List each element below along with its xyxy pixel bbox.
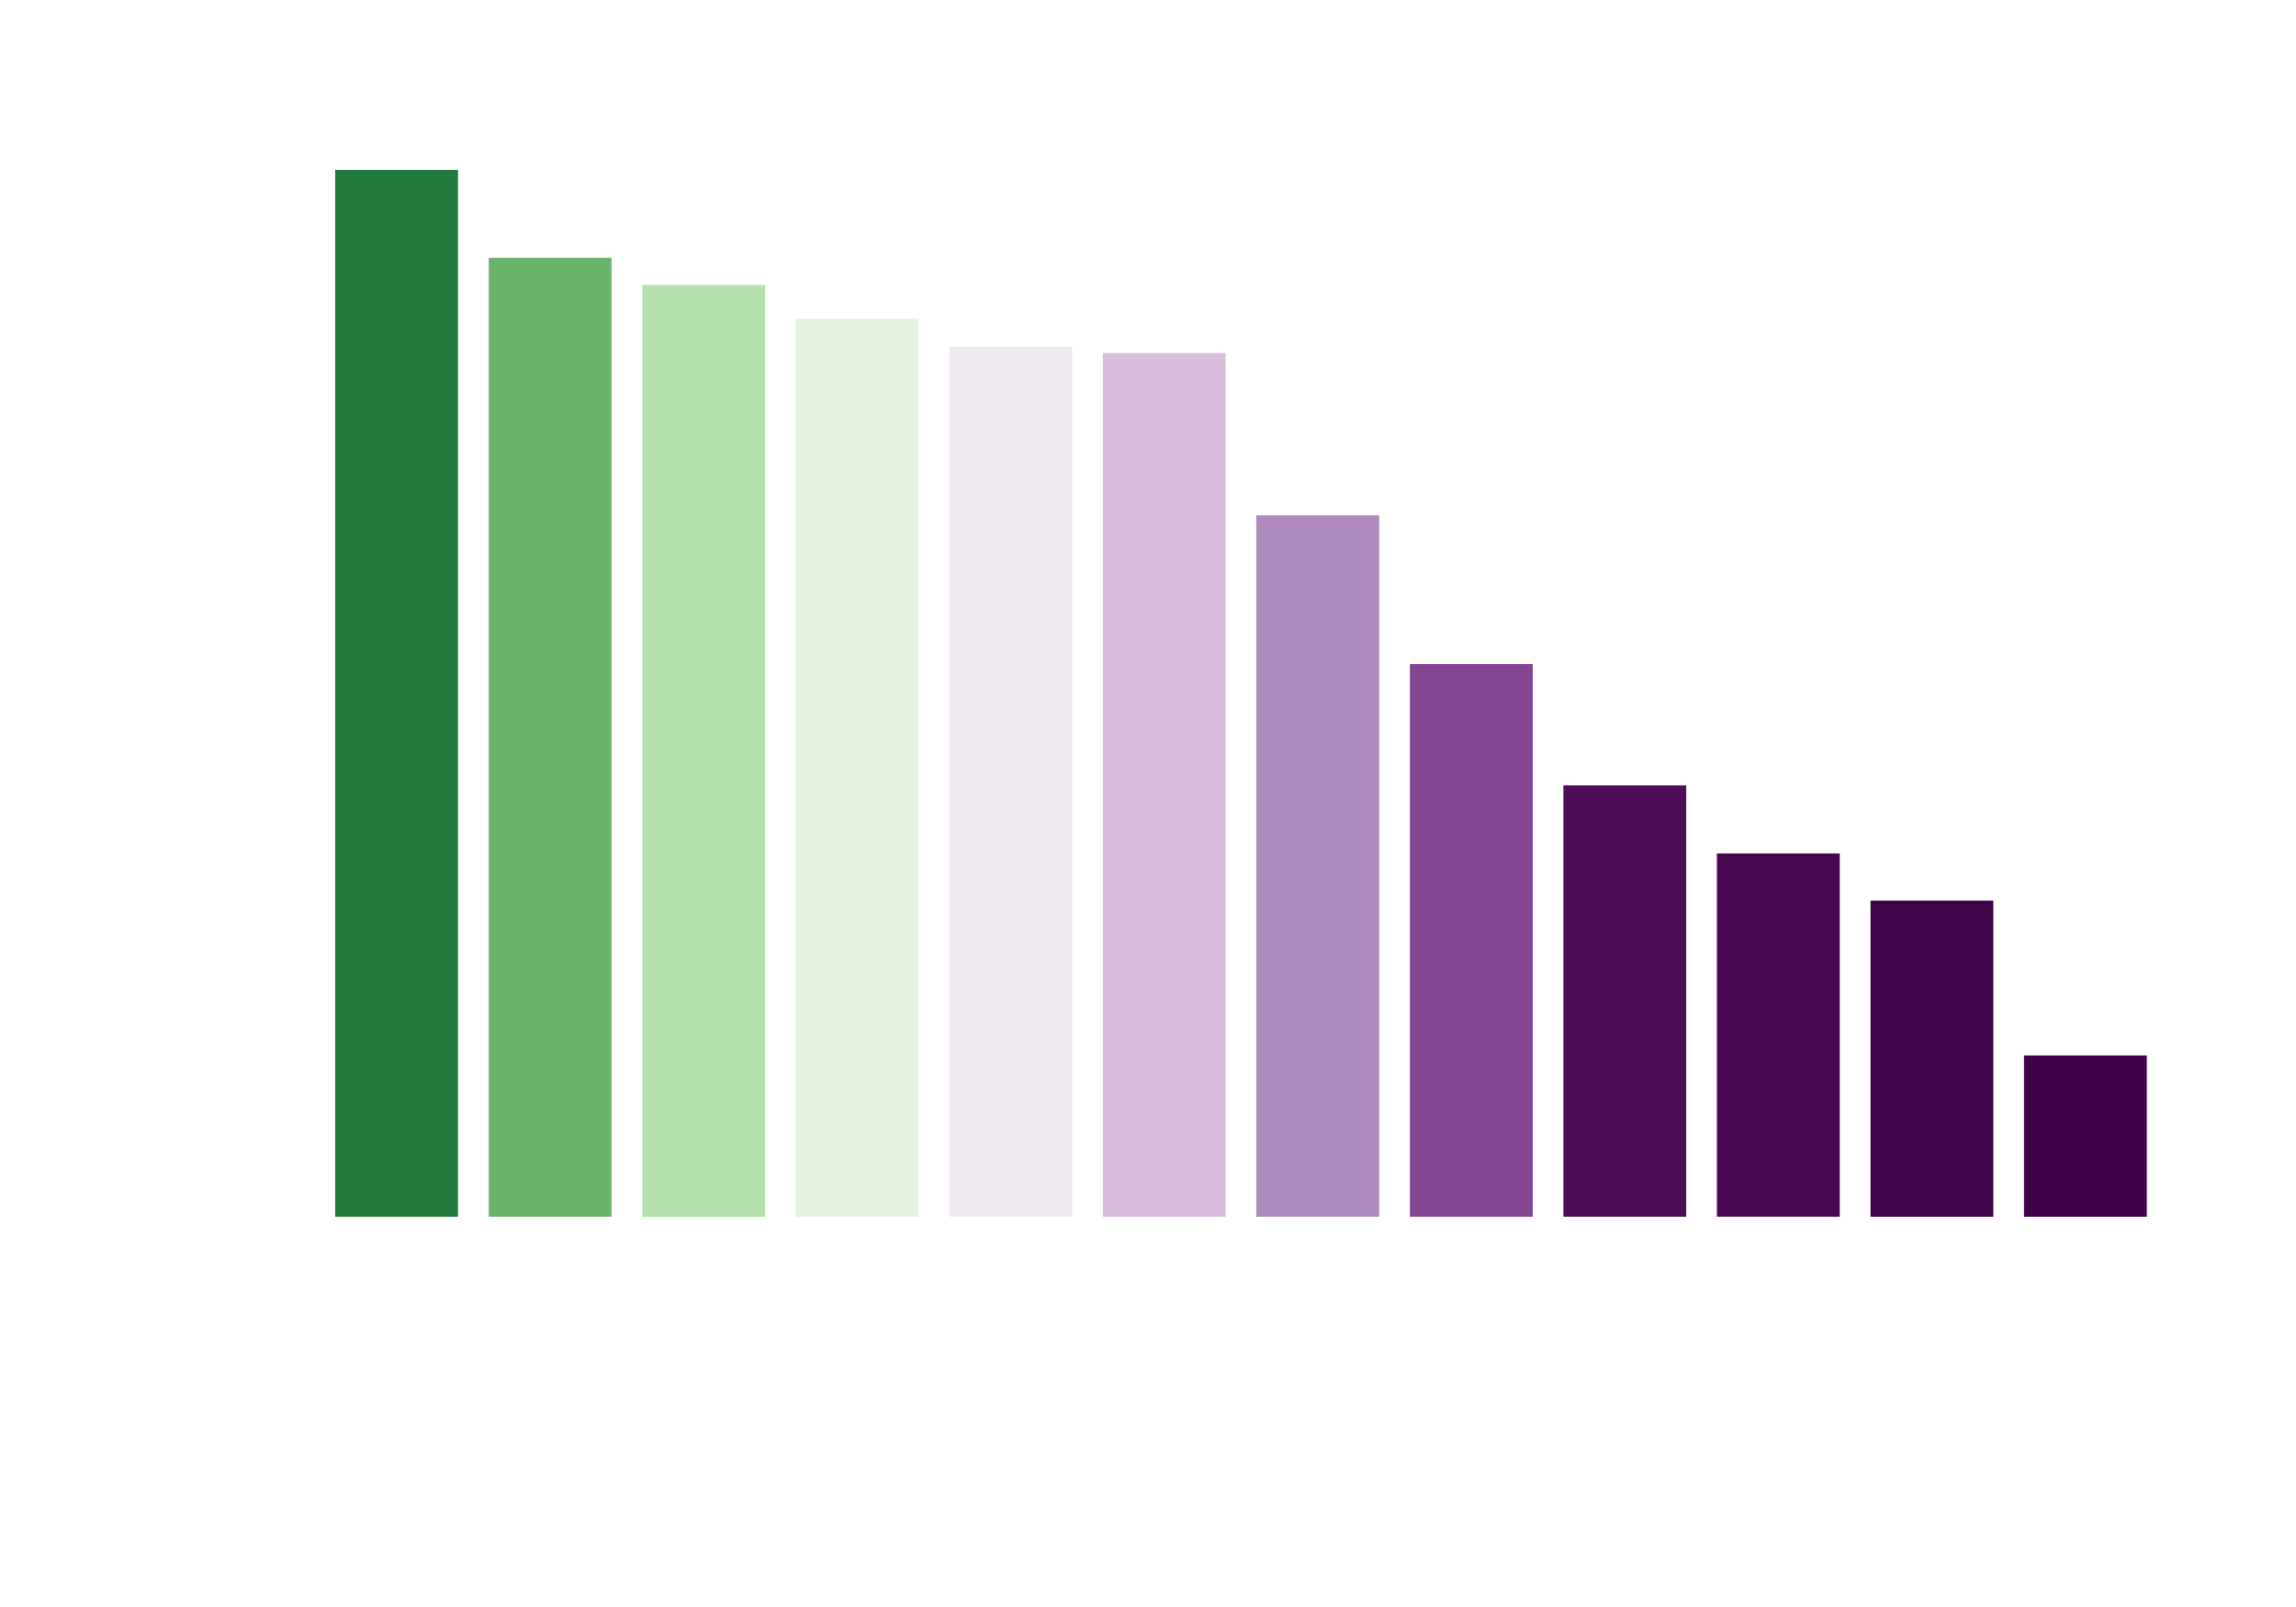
bar-3	[642, 285, 766, 1217]
bar-1	[335, 170, 458, 1217]
bar-9	[1563, 785, 1687, 1217]
bar-10	[1716, 853, 1840, 1217]
bar-12	[2023, 1055, 2147, 1217]
bar-11	[1870, 900, 1994, 1217]
bar-5	[949, 346, 1073, 1217]
bar-2	[489, 257, 612, 1217]
bar-6	[1102, 353, 1226, 1217]
bar-4	[795, 318, 919, 1217]
bar-7	[1256, 515, 1379, 1217]
bar-8	[1410, 664, 1533, 1217]
